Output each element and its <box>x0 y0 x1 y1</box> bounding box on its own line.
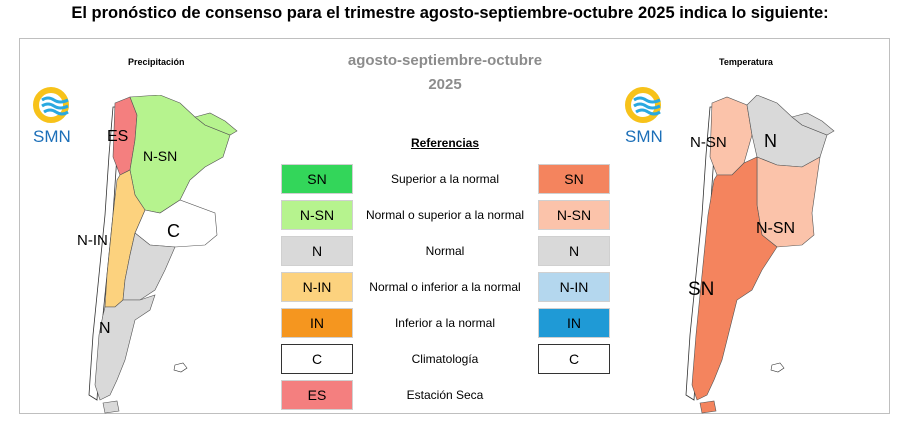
precip-label-es: ES <box>107 128 128 145</box>
smn-logo-text: SMN <box>33 127 71 146</box>
legend-precip-in: IN <box>281 308 353 338</box>
smn-logo-text-temp: SMN <box>625 127 663 146</box>
period-title: agosto-septiembre-octubre 2025 <box>320 49 570 97</box>
legend-precip-c: C <box>281 344 353 374</box>
malvinas-outline <box>173 362 188 373</box>
precip-label-nsn: N-SN <box>143 148 177 164</box>
legend-precip-nsn: N-SN <box>281 200 353 230</box>
temp-region-n <box>746 95 828 168</box>
temp-label-sn: SN <box>688 279 714 300</box>
forecast-panel <box>19 38 890 414</box>
legend-temp-sn: SN <box>538 164 610 194</box>
legend-desc-in: Inferior a la normal <box>394 316 496 330</box>
temp-region-sn <box>691 156 778 401</box>
page-heading: El pronóstico de consenso para el trimes… <box>71 4 829 22</box>
legend-precip-sn: SN <box>281 164 353 194</box>
precip-region-n <box>94 294 156 401</box>
precip-region-nsn <box>129 95 231 214</box>
temp-label-nsn-north: N-SN <box>690 134 727 151</box>
legend-desc-es: Estación Seca <box>406 388 484 402</box>
temp-map: N-SN N N-SN SN <box>685 95 835 414</box>
precip-map: ES N-SN N-IN C N <box>77 95 238 414</box>
legend-precip-n: N <box>281 236 353 266</box>
temp-region-tdf <box>699 400 717 414</box>
precip-region-n-central <box>122 232 176 301</box>
legend-temp-nin: N-IN <box>538 272 610 302</box>
legend-desc-n: Normal <box>425 244 465 258</box>
legend-precip-nin: N-IN <box>281 272 353 302</box>
legend-temp-in: IN <box>538 308 610 338</box>
smn-logo-icon: SMN <box>33 87 71 146</box>
temp-region-n-misiones <box>791 112 835 136</box>
legend-temp-n: N <box>538 236 610 266</box>
legend-desc-nin: Normal o inferior a la normal <box>369 280 521 294</box>
references-title: Referencias <box>410 136 480 150</box>
smn-logo-icon-temp: SMN <box>625 87 663 146</box>
legend-precip-es: ES <box>281 380 353 410</box>
temp-label-nsn-east: N-SN <box>756 220 795 237</box>
malvinas-outline-temp <box>770 362 785 373</box>
legend-desc-c: Climatología <box>411 352 479 366</box>
precip-label-n: N <box>99 320 111 337</box>
precip-label-c: C <box>167 221 180 241</box>
temp-title: Temperatura <box>719 57 773 67</box>
period-year: 2025 <box>428 76 462 93</box>
precip-title: Precipitación <box>128 57 185 67</box>
precip-region-nsn-misiones <box>194 112 238 136</box>
precip-region-tdf <box>102 400 120 414</box>
period-months: agosto-septiembre-octubre <box>347 52 543 69</box>
temp-label-n: N <box>764 131 777 151</box>
legend-desc-sn: Superior a la normal <box>390 172 500 186</box>
legend-temp-nsn: N-SN <box>538 200 610 230</box>
legend-temp-c: C <box>538 344 610 374</box>
legend-desc-nsn: Normal o superior a la normal <box>365 208 525 222</box>
precip-label-nin: N-IN <box>77 232 108 249</box>
